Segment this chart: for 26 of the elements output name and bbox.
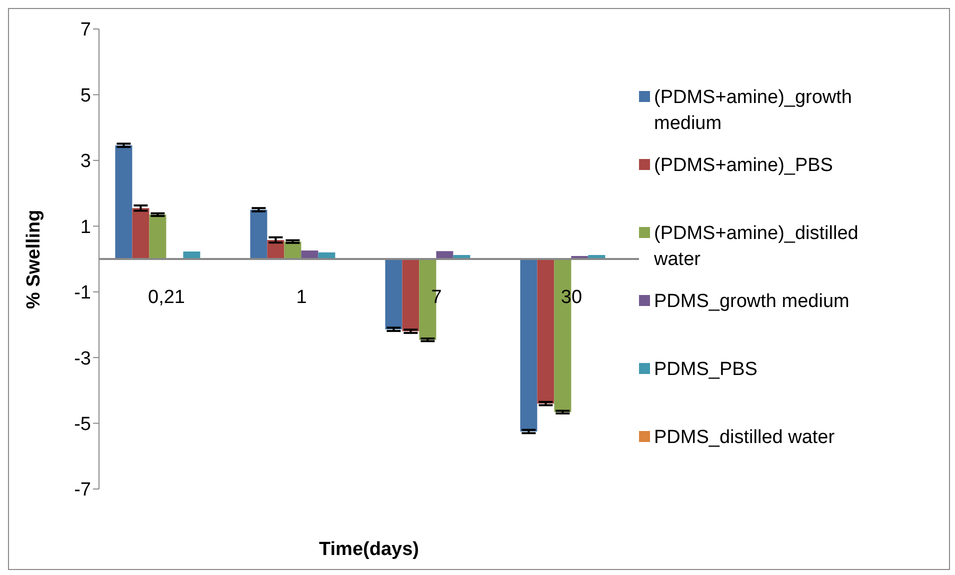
x-tick-label: 0,21 <box>148 287 185 308</box>
y-tick-label: -7 <box>74 480 91 501</box>
legend-label: (PDMS+amine)_PBS <box>654 154 834 178</box>
y-tick-label: -1 <box>74 282 91 304</box>
legend-label: (PDMS+amine)_growth medium <box>654 86 853 136</box>
y-axis-title: % Swelling <box>24 210 45 309</box>
y-tick-label: 3 <box>80 151 91 172</box>
bar <box>132 208 150 259</box>
y-tick-label: -5 <box>74 414 91 436</box>
bar <box>149 214 166 259</box>
legend-label: PDMS_PBS <box>654 358 758 382</box>
bar <box>537 259 554 404</box>
legend-label: (PDMS+amine)_distilled water <box>654 222 860 272</box>
bar <box>385 259 402 330</box>
y-tick-label: 1 <box>80 216 91 238</box>
bar <box>402 259 420 332</box>
legend-label: PDMS_distilled water <box>654 426 836 450</box>
bar <box>250 210 268 259</box>
bar <box>115 145 132 259</box>
x-tick-label: 1 <box>296 287 307 308</box>
legend-label: PDMS_growth medium <box>654 290 850 314</box>
y-tick-label: 7 <box>80 20 91 41</box>
x-axis-title: Time(days) <box>319 539 419 560</box>
y-tick-label: 5 <box>80 85 91 106</box>
y-tick-label: -3 <box>74 348 91 370</box>
bar <box>520 259 538 432</box>
